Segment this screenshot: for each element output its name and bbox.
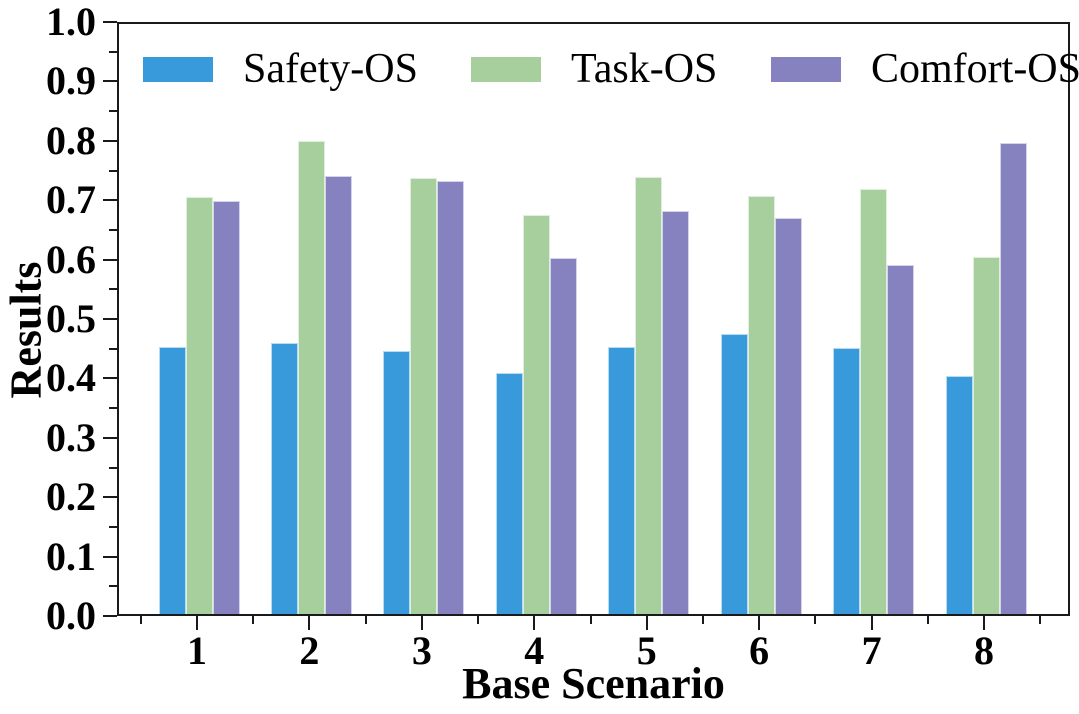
x-tick-label: 6 [749,628,770,673]
y-minor-tick [109,466,117,469]
y-tick-0.3 [103,436,117,439]
bar-safety-os-scenario-7 [833,347,861,614]
x-minor-tick [1039,616,1042,624]
y-tick-0.8 [103,139,117,142]
legend-item-safety-os: Safety-OS [143,46,418,92]
bar-safety-os-scenario-8 [945,376,973,614]
x-tick-8 [983,616,985,630]
x-minor-tick [589,616,592,624]
bar-safety-os-scenario-6 [720,334,748,614]
bar-comfort-os-scenario-5 [662,211,690,614]
y-tick-1.0 [103,21,117,23]
bar-comfort-os-scenario-2 [324,176,352,614]
y-tick-label: 0.5 [46,296,96,341]
x-tick-5 [645,616,648,630]
bar-safety-os-scenario-2 [270,342,298,614]
x-tick-7 [870,616,873,630]
bar-task-os-scenario-5 [635,177,663,614]
y-minor-tick [109,110,117,113]
bar-comfort-os-scenario-4 [549,258,577,614]
y-tick-label: 0.8 [46,117,96,163]
legend-label-comfort-os: Comfort-OS [871,46,1079,92]
y-tick-label: 0.7 [46,177,96,223]
x-tick-6 [758,616,761,630]
bar-comfort-os-scenario-3 [437,181,465,614]
x-tick-2 [308,616,311,630]
y-tick-label: 0.2 [46,474,96,520]
bar-comfort-os-scenario-8 [999,143,1027,614]
legend-swatch-task-os [471,56,541,82]
bar-task-os-scenario-6 [747,196,775,614]
legend-label-safety-os: Safety-OS [243,46,418,92]
y-tick-label: 0.9 [46,58,96,104]
x-minor-tick [139,616,142,624]
y-tick-0.5 [103,318,117,320]
y-minor-tick [109,407,117,410]
bar-comfort-os-scenario-6 [774,218,802,614]
bar-task-os-scenario-3 [410,178,438,614]
bar-task-os-scenario-8 [972,257,1000,614]
bar-safety-os-scenario-1 [158,346,186,614]
y-minor-tick [109,585,117,588]
x-minor-tick [926,616,929,624]
x-minor-tick [477,616,480,624]
y-tick-0.4 [103,377,117,380]
legend-swatch-safety-os [143,56,213,82]
y-tick-0.7 [103,199,117,202]
x-tick-label: 1 [187,628,207,673]
bar-task-os-scenario-2 [297,141,325,614]
y-minor-tick [109,347,117,350]
legend-swatch-comfort-os [771,56,841,82]
y-minor-tick [109,288,117,291]
y-tick-0.0 [103,615,117,617]
x-tick-3 [420,616,423,630]
legend-item-comfort-os: Comfort-OS [771,46,1079,92]
bar-safety-os-scenario-4 [495,373,523,614]
bar-task-os-scenario-4 [522,214,550,614]
y-tick-label: 0.0 [46,593,96,638]
y-tick-label: 0.3 [46,414,96,460]
legend-item-task-os: Task-OS [471,46,718,92]
x-tick-label: 7 [861,628,882,673]
y-tick-0.2 [103,496,117,499]
y-tick-0.6 [103,258,117,261]
y-minor-tick [109,228,117,231]
x-axis-title: Base Scenario [462,659,725,708]
y-tick-label: 0.1 [46,533,96,579]
legend: Safety-OS Task-OS Comfort-OS [119,46,1079,92]
x-minor-tick [814,616,817,624]
x-tick-label: 2 [299,628,320,673]
bar-comfort-os-scenario-1 [212,201,240,614]
y-minor-tick [109,50,117,53]
bar-task-os-scenario-7 [860,188,888,614]
bar-safety-os-scenario-5 [608,346,636,614]
y-tick-label: 0.4 [46,355,96,401]
bar-safety-os-scenario-3 [383,350,411,614]
bar-task-os-scenario-1 [185,197,213,614]
y-tick-0.9 [103,80,117,83]
y-tick-0.1 [103,555,117,558]
x-tick-label: 5 [636,628,657,673]
x-tick-4 [533,616,536,630]
x-minor-tick [701,616,704,624]
plot-area: Safety-OS Task-OS Comfort-OS [117,22,1079,616]
y-minor-tick [109,169,117,172]
bar-comfort-os-scenario-7 [887,265,915,614]
y-tick-label: 1.0 [46,0,96,44]
x-minor-tick [364,616,367,624]
x-tick-label: 4 [524,628,545,673]
x-tick-label: 3 [411,628,432,673]
legend-label-task-os: Task-OS [571,46,718,92]
y-minor-tick [109,525,117,528]
y-tick-label: 0.6 [46,236,96,282]
x-tick-label: 8 [974,628,994,673]
x-minor-tick [252,616,255,624]
x-tick-1 [196,616,198,630]
